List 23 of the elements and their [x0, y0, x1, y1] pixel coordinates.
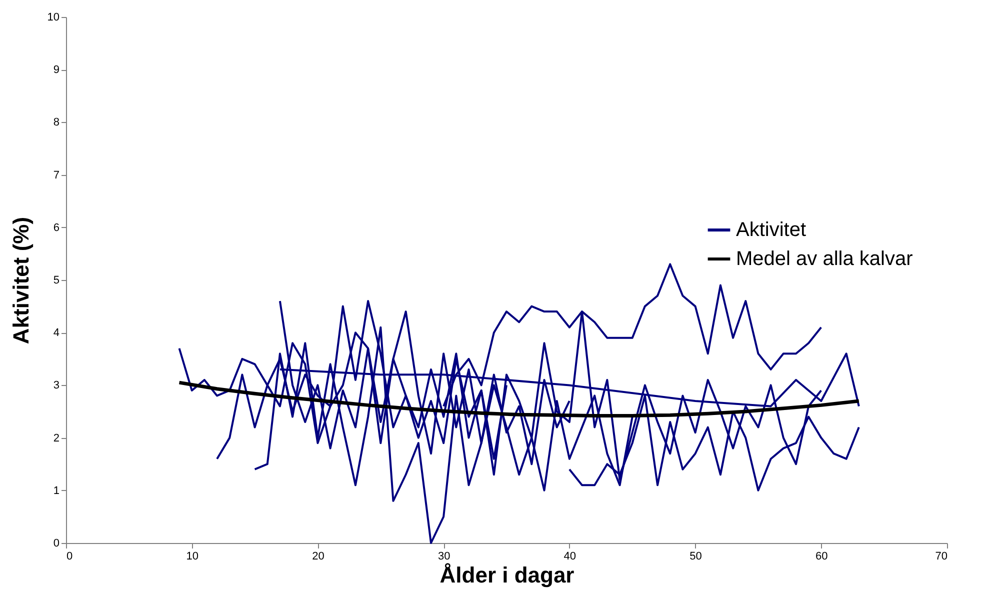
legend-label: Medel av alla kalvar [736, 248, 914, 270]
y-tick-label: 7 [53, 169, 60, 182]
x-tick-label: 20 [312, 550, 324, 562]
x-tick-label: 70 [935, 550, 948, 562]
x-tick-label: 40 [564, 550, 576, 562]
y-tick-label: 4 [53, 327, 60, 340]
y-tick-label: 9 [53, 64, 60, 76]
x-tick-label: 30 [438, 550, 450, 562]
y-tick-label: 8 [53, 116, 60, 129]
y-tick-label: 3 [53, 380, 60, 392]
x-tick-label: 50 [690, 550, 702, 562]
y-tick-label: 1 [53, 484, 60, 497]
y-tick-label: 0 [53, 538, 60, 550]
x-tick-label: 60 [816, 550, 828, 562]
y-tick-label: 5 [53, 274, 60, 286]
legend-label: Aktivitet [736, 219, 806, 241]
y-axis-title: Aktivitet (%) [8, 216, 34, 344]
y-tick-label: 2 [53, 432, 60, 444]
x-tick-label: 10 [186, 550, 198, 562]
x-tick-label: 0 [66, 550, 73, 562]
x-axis-title: Ålder i dagar [440, 562, 575, 588]
y-tick-label: 10 [47, 12, 60, 24]
y-tick-label: 6 [53, 222, 60, 234]
